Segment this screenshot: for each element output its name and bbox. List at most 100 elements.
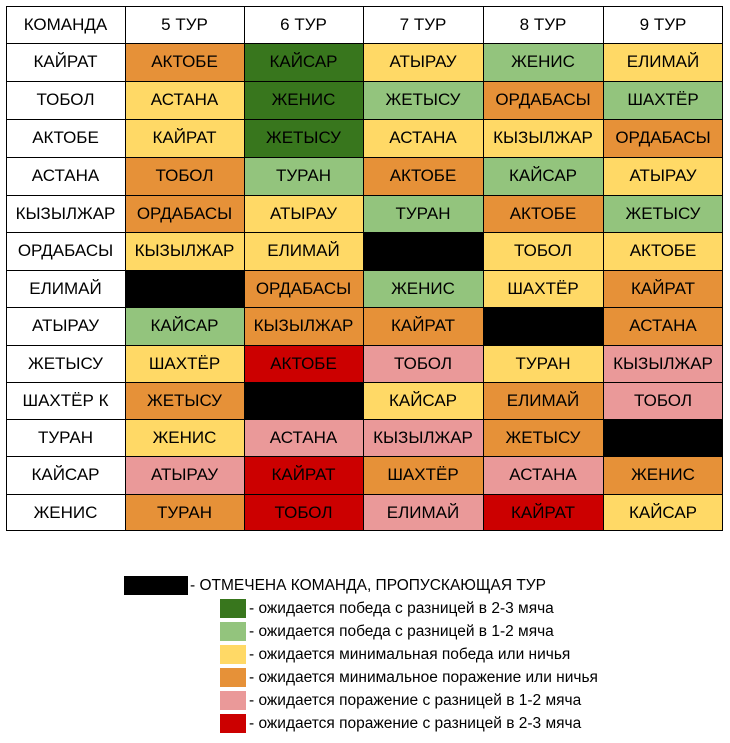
opponent-cell: ЖЕТЫСУ	[603, 195, 723, 232]
opponent-cell: ТУРАН	[244, 157, 363, 195]
grid-line-horizontal	[6, 419, 723, 420]
opponent-cell: ЕЛИМАЙ	[483, 382, 603, 419]
opponent-cell: КАЙРАТ	[125, 119, 244, 157]
opponent-cell: ОРДАБАСЫ	[125, 195, 244, 232]
team-name: ОРДАБАСЫ	[6, 232, 125, 270]
opponent-cell: ЕЛИМАЙ	[244, 232, 363, 270]
column-header: КОМАНДА	[6, 6, 125, 43]
team-name: АТЫРАУ	[6, 307, 125, 345]
column-header: 8 ТУР	[483, 6, 603, 43]
grid-line-horizontal	[6, 195, 723, 196]
opponent-cell: КЫЗЫЛЖАР	[483, 119, 603, 157]
legend-label: - ожидается минимальная победа или ничья	[249, 645, 571, 663]
opponent-cell: АКТОБЕ	[363, 157, 483, 195]
opponent-cell: КАЙРАТ	[603, 270, 723, 307]
opponent-cell: КАЙСАР	[483, 157, 603, 195]
team-name: КЫЗЫЛЖАР	[6, 195, 125, 232]
column-header: 9 ТУР	[603, 6, 723, 43]
grid-line-vertical	[483, 6, 484, 531]
team-name: АСТАНА	[6, 157, 125, 195]
legend-swatch-bye	[124, 576, 188, 595]
opponent-cell: ЖЕНИС	[603, 456, 723, 494]
legend-swatch-loss	[220, 691, 246, 710]
opponent-cell: АТЫРАУ	[603, 157, 723, 195]
grid-line-horizontal	[6, 494, 723, 495]
opponent-cell: ЖЕТЫСУ	[125, 382, 244, 419]
opponent-cell: АКТОБЕ	[603, 232, 723, 270]
team-name: АКТОБЕ	[6, 119, 125, 157]
grid-line-vertical	[6, 6, 7, 531]
opponent-cell: КАЙСАР	[363, 382, 483, 419]
bye-cell	[244, 382, 363, 419]
opponent-cell: КАЙСАР	[603, 494, 723, 531]
opponent-cell: ОРДАБАСЫ	[603, 119, 723, 157]
grid-line-horizontal	[6, 232, 723, 233]
opponent-cell: ЖЕТЫСУ	[483, 419, 603, 456]
bye-cell	[363, 232, 483, 270]
opponent-cell: ТОБОЛ	[363, 345, 483, 382]
grid-line-vertical	[363, 6, 364, 531]
grid-line-horizontal	[6, 307, 723, 308]
opponent-cell: АКТОБЕ	[483, 195, 603, 232]
opponent-cell: ШАХТЁР	[483, 270, 603, 307]
opponent-cell: ЕЛИМАЙ	[363, 494, 483, 531]
forecast-table: КОМАНДА 5 ТУР 6 ТУР 7 ТУР 8 ТУР 9 ТУР КАЙРАТ АК…	[6, 6, 724, 536]
grid-line-horizontal	[6, 270, 723, 271]
opponent-cell: ЖЕНИС	[244, 81, 363, 119]
opponent-cell: КЫЗЫЛЖАР	[603, 345, 723, 382]
opponent-cell: ТОБОЛ	[244, 494, 363, 531]
team-name: ЖЕНИС	[6, 494, 125, 531]
opponent-cell: АСТАНА	[483, 456, 603, 494]
legend-swatch-win	[220, 622, 246, 641]
team-name: КАЙРАТ	[6, 43, 125, 81]
opponent-cell: ОРДАБАСЫ	[244, 270, 363, 307]
legend-label: - ожидается минимальное поражение или ни…	[249, 668, 598, 686]
team-name: ЖЕТЫСУ	[6, 345, 125, 382]
legend-swatch-mid_loss	[220, 668, 246, 687]
opponent-cell: ЖЕТЫСУ	[363, 81, 483, 119]
opponent-cell: АСТАНА	[244, 419, 363, 456]
opponent-cell: ШАХТЁР	[363, 456, 483, 494]
opponent-cell: ШАХТЁР	[125, 345, 244, 382]
grid-line-horizontal	[6, 530, 723, 531]
opponent-cell: ТУРАН	[125, 494, 244, 531]
opponent-cell: АСТАНА	[603, 307, 723, 345]
legend-label: - ожидается победа с разницей в 1-2 мяча	[249, 622, 554, 640]
opponent-cell: КАЙСАР	[125, 307, 244, 345]
grid-line-horizontal	[6, 345, 723, 346]
opponent-cell: ОРДАБАСЫ	[483, 81, 603, 119]
bye-cell	[125, 270, 244, 307]
column-header: 7 ТУР	[363, 6, 483, 43]
opponent-cell: КАЙСАР	[244, 43, 363, 81]
opponent-cell: АСТАНА	[125, 81, 244, 119]
grid-line-vertical	[244, 6, 245, 531]
column-header: 5 ТУР	[125, 6, 244, 43]
opponent-cell: ШАХТЁР	[603, 81, 723, 119]
opponent-cell: КЫЗЫЛЖАР	[244, 307, 363, 345]
grid-line-horizontal	[6, 6, 723, 7]
opponent-cell: АКТОБЕ	[244, 345, 363, 382]
opponent-cell: ЖЕТЫСУ	[244, 119, 363, 157]
opponent-cell: ЖЕНИС	[363, 270, 483, 307]
grid-line-horizontal	[6, 382, 723, 383]
opponent-cell: ТОБОЛ	[603, 382, 723, 419]
legend-swatch-big_win	[220, 599, 246, 618]
opponent-cell: КЫЗЫЛЖАР	[363, 419, 483, 456]
grid-line-vertical	[722, 6, 723, 531]
opponent-cell: ЕЛИМАЙ	[603, 43, 723, 81]
legend-swatch-draw	[220, 645, 246, 664]
bye-cell	[603, 419, 723, 456]
legend-label: - ожидается поражение с разницей в 1-2 м…	[249, 691, 582, 709]
grid-line-horizontal	[6, 81, 723, 82]
opponent-cell: КАЙРАТ	[244, 456, 363, 494]
opponent-cell: АТЫРАУ	[363, 43, 483, 81]
legend-label: - ожидается поражение с разницей в 2-3 м…	[249, 714, 582, 732]
opponent-cell: КАЙРАТ	[363, 307, 483, 345]
opponent-cell: ЖЕНИС	[483, 43, 603, 81]
opponent-cell: АКТОБЕ	[125, 43, 244, 81]
team-name: ЕЛИМАЙ	[6, 270, 125, 307]
grid-line-horizontal	[6, 43, 723, 44]
opponent-cell: ТОБОЛ	[125, 157, 244, 195]
legend-label: - ожидается победа с разницей в 2-3 мяча	[249, 599, 554, 617]
bye-cell	[483, 307, 603, 345]
